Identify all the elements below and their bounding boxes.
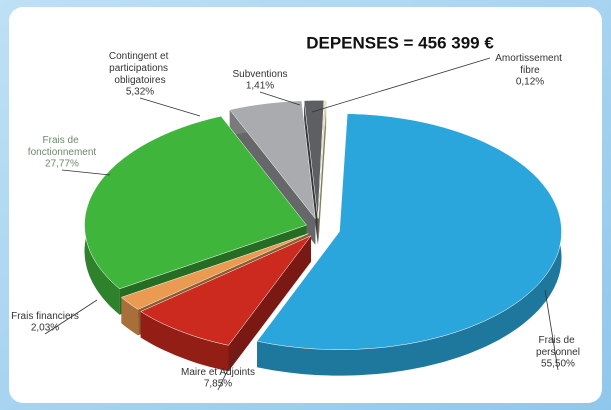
slice xyxy=(256,113,562,350)
leader-line xyxy=(544,289,559,371)
label-value: 2,03% xyxy=(31,323,59,334)
leader-line xyxy=(61,169,111,176)
label-value: 27,77% xyxy=(45,159,79,170)
slice-side xyxy=(304,100,318,245)
label-value: 5,32% xyxy=(126,87,154,98)
label-value: 0,12% xyxy=(516,77,544,88)
label-name: Subventions xyxy=(232,69,287,80)
slice xyxy=(303,100,325,219)
chart-title: DEPENSES = 456 399 € xyxy=(306,33,494,52)
leader-line xyxy=(311,57,491,113)
label-name: Frais financiers xyxy=(11,311,79,322)
label-name: Maire et Adjoints xyxy=(181,367,255,378)
label-name: Amortissement fibre xyxy=(495,53,564,76)
label-name: Contingent et participations obligatoire… xyxy=(109,51,171,86)
leader-line xyxy=(44,299,98,335)
slice xyxy=(318,100,327,219)
label-name: Frais de fonctionnement xyxy=(28,135,97,158)
leader-line xyxy=(139,97,201,117)
leader-line xyxy=(217,344,241,391)
slice xyxy=(84,115,307,290)
label-name: Frais de personnel xyxy=(536,335,580,358)
slice-side xyxy=(318,100,327,245)
slice xyxy=(120,233,309,310)
leader-line xyxy=(259,91,301,106)
label-value: 1,41% xyxy=(246,81,274,92)
pie xyxy=(84,100,562,376)
slice-side xyxy=(140,311,229,372)
label-value: 55,50% xyxy=(541,359,575,370)
slice xyxy=(229,100,316,220)
slice-side xyxy=(257,113,562,376)
label-value: 7,85% xyxy=(204,379,232,390)
slice xyxy=(140,235,312,346)
